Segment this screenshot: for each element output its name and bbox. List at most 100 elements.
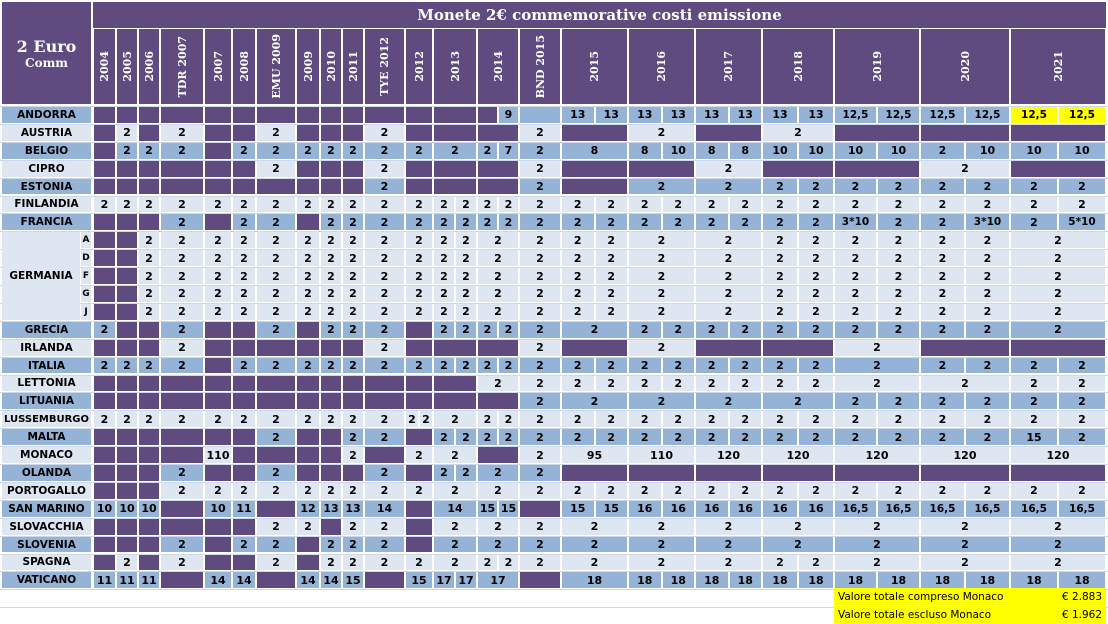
- data-cell: 2: [629, 321, 661, 338]
- data-cell: 2: [1059, 178, 1105, 195]
- data-cell: [562, 339, 627, 356]
- data-cell: 12,5: [878, 107, 919, 123]
- data-cell: 2: [729, 429, 761, 446]
- data-cell: [139, 447, 159, 463]
- data-cell: [139, 375, 159, 392]
- data-cell: 2: [878, 482, 919, 499]
- data-cell: 2: [257, 268, 295, 284]
- data-cell: 2: [434, 411, 476, 428]
- data-cell: 2: [343, 411, 363, 428]
- data-cell: [161, 107, 203, 123]
- data-cell: 18: [763, 572, 797, 589]
- data-cell: 2: [1011, 303, 1105, 320]
- data-cell: 2: [562, 393, 627, 410]
- gridline: [0, 553, 1108, 555]
- data-cell: [94, 214, 115, 231]
- data-cell: 2: [365, 303, 404, 320]
- data-cell: 2: [595, 250, 627, 267]
- data-cell: [343, 465, 363, 481]
- data-cell: 2: [257, 482, 295, 499]
- data-cell: 2: [161, 411, 203, 428]
- data-cell: [297, 536, 319, 553]
- gridline: [0, 338, 1108, 340]
- data-cell: 2: [434, 232, 454, 249]
- data-cell: 18: [799, 572, 833, 589]
- data-cell: 18: [696, 572, 728, 589]
- data-cell: 2: [921, 429, 964, 446]
- data-cell: 2: [729, 321, 761, 338]
- row-label: FRANCIA: [2, 214, 91, 231]
- row-label: LETTONIA: [2, 375, 91, 392]
- data-cell: 2: [297, 482, 319, 499]
- data-cell: 2: [921, 196, 964, 213]
- data-cell: 16: [662, 500, 694, 517]
- data-cell: 2: [257, 196, 295, 213]
- data-cell: 2: [763, 303, 797, 320]
- data-cell: 2: [1059, 393, 1105, 410]
- data-cell: 2: [520, 357, 560, 374]
- data-cell: 2: [434, 268, 454, 284]
- data-cell: 2: [966, 268, 1009, 284]
- data-cell: 13: [562, 107, 594, 123]
- data-cell: 2: [662, 482, 694, 499]
- data-cell: 2: [233, 536, 255, 553]
- data-cell: [117, 447, 137, 463]
- data-cell: 2: [835, 321, 876, 338]
- data-cell: [94, 124, 115, 141]
- data-cell: [94, 286, 115, 302]
- data-cell: 18: [878, 572, 919, 589]
- data-cell: [94, 429, 115, 446]
- data-cell: 2: [629, 268, 694, 284]
- data-cell: 14: [434, 500, 476, 517]
- data-cell: [117, 107, 137, 123]
- data-cell: 2: [562, 286, 594, 302]
- data-cell: 14: [205, 572, 231, 589]
- column-header-label: 2009: [301, 51, 315, 82]
- data-cell: [434, 107, 476, 123]
- column-header: BND 2015: [520, 29, 560, 104]
- data-cell: 2: [799, 214, 833, 231]
- data-cell: [94, 232, 115, 249]
- data-cell: [478, 447, 518, 463]
- data-cell: [478, 124, 518, 141]
- data-cell: 2: [297, 518, 319, 535]
- data-cell: 2: [117, 142, 137, 159]
- data-cell: 15: [343, 572, 363, 589]
- data-cell: [205, 518, 231, 535]
- data-cell: [94, 518, 115, 535]
- gridline: [0, 535, 1108, 537]
- data-cell: 2: [629, 554, 694, 571]
- data-cell: [94, 339, 115, 356]
- data-cell: [520, 107, 560, 123]
- data-cell: 2: [629, 124, 694, 141]
- data-cell: 2: [434, 214, 454, 231]
- data-cell: 2: [434, 536, 476, 553]
- data-cell: 2: [696, 303, 761, 320]
- data-cell: 2: [520, 411, 560, 428]
- data-cell: 18: [729, 572, 761, 589]
- data-cell: 2: [878, 286, 919, 302]
- data-cell: 13: [662, 107, 694, 123]
- data-cell: [478, 178, 518, 195]
- data-cell: 2: [921, 536, 1009, 553]
- data-cell: 2: [520, 124, 560, 141]
- data-cell: 2: [562, 214, 594, 231]
- data-cell: 2: [343, 429, 363, 446]
- data-cell: 12: [297, 500, 319, 517]
- data-cell: 2: [562, 268, 594, 284]
- data-cell: 2: [478, 303, 518, 320]
- column-header: 2011: [343, 29, 363, 104]
- data-cell: 2: [835, 411, 876, 428]
- data-cell: 2: [343, 482, 363, 499]
- data-cell: 2: [696, 250, 761, 267]
- data-cell: [117, 339, 137, 356]
- corner-header: 2 Euro Comm: [2, 2, 91, 104]
- data-cell: 13: [629, 107, 661, 123]
- gridline: [0, 481, 1108, 483]
- data-cell: 2: [117, 554, 137, 571]
- data-cell: [321, 447, 341, 463]
- data-cell: 2: [161, 321, 203, 338]
- data-cell: 15: [478, 500, 497, 517]
- row-label: ITALIA: [2, 357, 91, 374]
- data-cell: 2: [478, 286, 518, 302]
